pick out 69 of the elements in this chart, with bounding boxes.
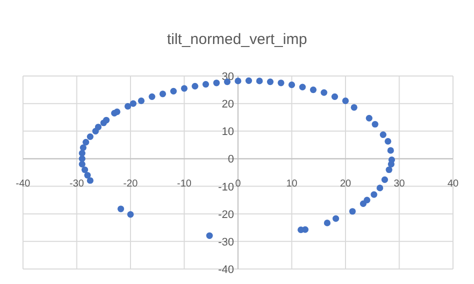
point xyxy=(78,160,86,168)
point xyxy=(380,131,386,138)
point xyxy=(388,160,394,168)
point xyxy=(170,88,177,94)
point xyxy=(386,166,392,174)
x-tick-label: 40 xyxy=(447,178,459,190)
point xyxy=(103,116,110,124)
point xyxy=(82,138,90,146)
point xyxy=(82,166,88,174)
point xyxy=(86,177,94,184)
point xyxy=(266,78,274,86)
y-tick-label: -30 xyxy=(218,236,234,248)
x-tick-label: 10 xyxy=(286,178,298,190)
point xyxy=(206,232,213,239)
point xyxy=(278,80,284,86)
point xyxy=(202,80,210,88)
point xyxy=(298,226,304,234)
point xyxy=(310,86,317,94)
point xyxy=(148,93,156,100)
point xyxy=(180,85,188,92)
point xyxy=(370,191,378,198)
point xyxy=(256,78,263,84)
point xyxy=(213,80,220,86)
y-tick-label: 10 xyxy=(222,126,234,138)
y-tick-label: 20 xyxy=(222,98,234,111)
point xyxy=(159,90,166,98)
x-tick-label: -30 xyxy=(70,178,84,190)
point xyxy=(86,133,94,140)
x-tick-label: 0 xyxy=(235,178,242,190)
point xyxy=(138,98,145,104)
point xyxy=(78,155,86,162)
point xyxy=(350,104,358,111)
point xyxy=(118,206,124,212)
point xyxy=(381,176,388,183)
point xyxy=(366,114,372,122)
y-tick-label: 30 xyxy=(222,71,234,83)
point xyxy=(94,124,102,130)
x-tick-label: 20 xyxy=(340,178,352,190)
y-tick-label: -40 xyxy=(218,264,234,276)
y-tick-label: -20 xyxy=(218,208,234,221)
point xyxy=(234,78,242,84)
point xyxy=(299,84,306,90)
point xyxy=(78,150,86,156)
x-tick-label: 30 xyxy=(394,178,406,190)
point xyxy=(324,220,331,226)
x-tick-label: -10 xyxy=(177,178,192,190)
point xyxy=(372,120,378,128)
point xyxy=(332,215,340,222)
point xyxy=(360,200,367,207)
point xyxy=(331,93,338,100)
point xyxy=(342,98,349,104)
point xyxy=(384,138,392,145)
point xyxy=(114,108,120,116)
point xyxy=(130,100,136,107)
y-tick-label: 0 xyxy=(228,154,234,166)
point xyxy=(320,89,328,96)
chart-title: tilt_normed_vert_imp xyxy=(166,31,308,48)
point xyxy=(80,144,86,151)
point xyxy=(127,211,134,218)
point xyxy=(245,77,252,84)
point xyxy=(288,82,296,88)
point xyxy=(387,147,394,154)
point xyxy=(349,208,356,215)
x-tick-label: -20 xyxy=(123,178,138,190)
point xyxy=(376,184,384,192)
x-tick-label: -40 xyxy=(16,178,31,190)
point xyxy=(192,82,198,90)
point xyxy=(124,103,132,110)
point xyxy=(84,172,91,179)
